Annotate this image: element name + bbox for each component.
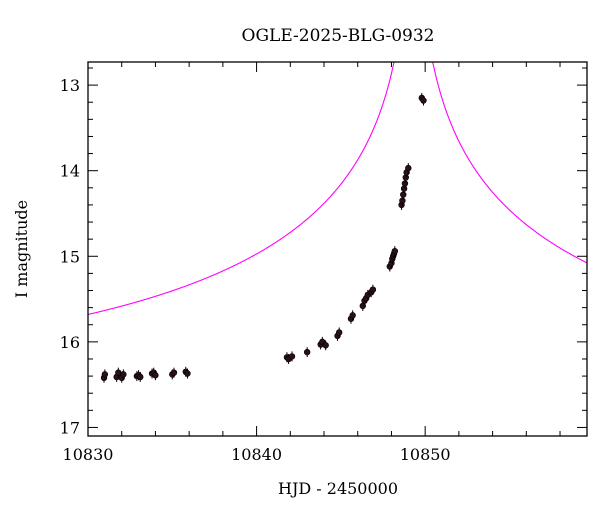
tick-labels: 10830 10840 10850 13 14 15 16 17 [60,76,451,464]
data-point [400,185,408,192]
data-point [405,164,412,172]
data-point [391,247,399,255]
y-tick-label: 14 [60,162,80,181]
x-tick-label: 10830 [63,445,114,464]
data-point [420,97,427,104]
model-curve [88,62,587,315]
y-tick-label: 13 [60,76,80,95]
data-point [401,180,409,187]
y-tick-label: 16 [60,333,80,352]
data-point [322,342,329,349]
plot-frame [87,61,588,437]
data-point [399,197,406,204]
y-tick-label: 17 [60,418,80,437]
data-point [402,174,409,181]
x-tick-label: 10840 [231,445,282,464]
model-curve-layer [88,62,587,315]
x-tick-label: 10850 [400,445,451,464]
data-point [303,348,311,356]
data-points-layer [100,92,427,383]
y-tick-label: 15 [60,247,80,266]
data-point [120,371,127,378]
data-point [101,371,109,378]
data-point [170,369,178,376]
axis-ticks [87,62,587,436]
x-axis-label: HJD - 2450000 [278,479,398,498]
data-point [184,370,191,377]
y-axis-label: I magnitude [12,200,31,298]
data-point [335,329,343,336]
data-point [137,373,144,381]
data-point [288,353,296,360]
data-point [400,191,407,198]
chart-title: OGLE-2025-BLG-0932 [242,26,435,46]
data-point [349,312,356,319]
data-point [369,286,377,293]
data-point [152,372,159,379]
